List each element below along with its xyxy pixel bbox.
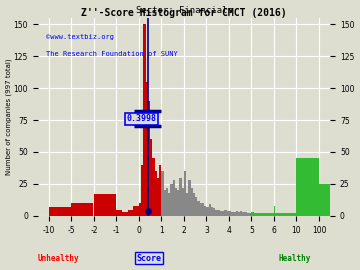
Bar	[275, 213, 276, 216]
Bar	[319, 184, 341, 216]
Bar	[141, 165, 143, 216]
Bar	[218, 210, 220, 216]
Bar	[195, 197, 197, 216]
Bar	[146, 82, 148, 216]
Bar	[122, 212, 127, 216]
Bar	[224, 210, 227, 216]
Bar	[143, 24, 146, 216]
Y-axis label: Number of companies (997 total): Number of companies (997 total)	[5, 59, 12, 175]
Bar	[231, 212, 233, 216]
Bar	[184, 171, 186, 216]
Bar	[211, 207, 213, 216]
Bar	[272, 213, 274, 216]
Bar	[191, 188, 193, 216]
Bar	[148, 101, 150, 216]
Bar	[245, 212, 247, 216]
Bar	[267, 213, 269, 216]
Bar	[175, 188, 177, 216]
Bar	[188, 180, 191, 216]
Bar	[166, 188, 168, 216]
Bar	[197, 201, 200, 216]
Bar	[256, 213, 258, 216]
Bar	[254, 213, 256, 216]
Text: Sector: Financials: Sector: Financials	[136, 6, 232, 15]
Bar	[242, 212, 245, 216]
Bar	[279, 213, 296, 216]
Bar	[238, 212, 240, 216]
Bar	[277, 213, 278, 216]
Bar	[220, 211, 222, 216]
Bar	[204, 206, 206, 216]
Bar	[186, 193, 188, 216]
Bar	[155, 171, 157, 216]
Bar	[276, 213, 277, 216]
Bar	[270, 213, 272, 216]
Bar	[213, 208, 215, 216]
Bar	[260, 213, 263, 216]
Bar	[229, 211, 231, 216]
Bar	[249, 213, 251, 216]
Bar	[116, 210, 122, 216]
Bar	[157, 178, 159, 216]
Bar	[173, 180, 175, 216]
Bar	[152, 158, 155, 216]
Bar	[206, 207, 209, 216]
Bar	[139, 203, 141, 216]
Bar	[161, 171, 164, 216]
Bar	[177, 190, 179, 216]
Bar	[240, 211, 242, 216]
Bar	[133, 206, 139, 216]
Text: ©www.textbiz.org: ©www.textbiz.org	[46, 33, 114, 39]
Text: Unhealthy: Unhealthy	[37, 254, 79, 263]
Bar	[71, 203, 94, 216]
Bar	[251, 212, 254, 216]
Bar	[164, 190, 166, 216]
Bar	[49, 207, 71, 216]
Title: Z''-Score Histogram for CMCT (2016): Z''-Score Histogram for CMCT (2016)	[81, 8, 287, 18]
Bar	[222, 211, 224, 216]
Bar	[200, 203, 202, 216]
Text: Healthy: Healthy	[279, 254, 311, 263]
Bar	[274, 206, 275, 216]
Bar	[202, 203, 204, 216]
Bar	[236, 211, 238, 216]
Bar	[227, 211, 229, 216]
Bar	[179, 178, 182, 216]
Bar	[168, 193, 170, 216]
Bar	[263, 213, 265, 216]
Bar	[258, 213, 260, 216]
Text: Score: Score	[136, 254, 161, 263]
Bar	[193, 193, 195, 216]
Bar	[94, 194, 116, 216]
Bar	[215, 210, 218, 216]
Bar	[128, 210, 133, 216]
Bar	[182, 188, 184, 216]
Bar	[233, 212, 236, 216]
Bar	[265, 213, 267, 216]
Bar	[150, 139, 152, 216]
Bar	[247, 213, 249, 216]
Bar	[297, 158, 319, 216]
Text: 0.3998: 0.3998	[126, 114, 156, 123]
Bar	[209, 204, 211, 216]
Bar	[159, 165, 161, 216]
Bar	[170, 184, 173, 216]
Text: The Research Foundation of SUNY: The Research Foundation of SUNY	[46, 51, 178, 58]
